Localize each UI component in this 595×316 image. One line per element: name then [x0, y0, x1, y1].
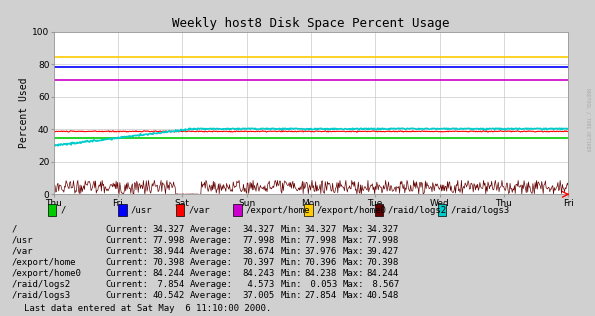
Text: 70.398: 70.398 — [152, 258, 184, 267]
Text: 8.567: 8.567 — [367, 280, 399, 289]
Text: Max:: Max: — [343, 225, 364, 234]
Text: /export/home: /export/home — [246, 206, 311, 215]
Text: /usr: /usr — [12, 236, 33, 245]
Text: 84.244: 84.244 — [152, 269, 184, 278]
Text: Min:: Min: — [280, 225, 302, 234]
Text: Average:: Average: — [190, 269, 233, 278]
Bar — [118, 204, 127, 216]
Text: Current:: Current: — [105, 225, 148, 234]
Text: 84.238: 84.238 — [305, 269, 337, 278]
Text: Current:: Current: — [105, 258, 148, 267]
Text: Current:: Current: — [105, 247, 148, 256]
Text: Min:: Min: — [280, 247, 302, 256]
Text: 39.427: 39.427 — [367, 247, 399, 256]
Text: /raid/logs3: /raid/logs3 — [12, 291, 71, 300]
Text: Max:: Max: — [343, 247, 364, 256]
Text: /raid/logs2: /raid/logs2 — [387, 206, 446, 215]
Text: 77.998: 77.998 — [305, 236, 337, 245]
Text: 34.327: 34.327 — [367, 225, 399, 234]
Bar — [233, 204, 242, 216]
Text: Current:: Current: — [105, 291, 148, 300]
Text: /export/home0: /export/home0 — [317, 206, 387, 215]
Text: 34.327: 34.327 — [152, 225, 184, 234]
Text: Max:: Max: — [343, 280, 364, 289]
Text: 70.398: 70.398 — [367, 258, 399, 267]
Text: 37.976: 37.976 — [305, 247, 337, 256]
Text: 37.005: 37.005 — [243, 291, 275, 300]
Text: Average:: Average: — [190, 225, 233, 234]
Text: /raid/logs3: /raid/logs3 — [450, 206, 509, 215]
Text: Min:: Min: — [280, 269, 302, 278]
Text: /: / — [12, 225, 17, 234]
Bar — [375, 204, 383, 216]
Text: Min:: Min: — [280, 258, 302, 267]
Text: /var: /var — [12, 247, 33, 256]
Text: 77.998: 77.998 — [243, 236, 275, 245]
Text: 27.854: 27.854 — [305, 291, 337, 300]
Text: Current:: Current: — [105, 236, 148, 245]
Bar — [48, 204, 56, 216]
Text: Max:: Max: — [343, 269, 364, 278]
Text: /usr: /usr — [131, 206, 152, 215]
Text: /var: /var — [189, 206, 210, 215]
Text: Average:: Average: — [190, 236, 233, 245]
Text: Max:: Max: — [343, 291, 364, 300]
Text: 34.327: 34.327 — [305, 225, 337, 234]
Text: /raid/logs2: /raid/logs2 — [12, 280, 71, 289]
Text: Min:: Min: — [280, 236, 302, 245]
Text: 38.674: 38.674 — [243, 247, 275, 256]
Text: 0.053: 0.053 — [305, 280, 337, 289]
Bar — [438, 204, 446, 216]
Text: 4.573: 4.573 — [243, 280, 275, 289]
Text: Current:: Current: — [105, 269, 148, 278]
Text: 70.396: 70.396 — [305, 258, 337, 267]
Text: /export/home: /export/home — [12, 258, 76, 267]
Text: Average:: Average: — [190, 247, 233, 256]
Bar — [176, 204, 184, 216]
Title: Weekly host8 Disk Space Percent Usage: Weekly host8 Disk Space Percent Usage — [172, 17, 450, 30]
Text: /: / — [60, 206, 65, 215]
Text: 34.327: 34.327 — [243, 225, 275, 234]
Text: /export/home0: /export/home0 — [12, 269, 82, 278]
Text: 77.998: 77.998 — [367, 236, 399, 245]
Text: Max:: Max: — [343, 258, 364, 267]
Text: Last data entered at Sat May  6 11:10:00 2000.: Last data entered at Sat May 6 11:10:00 … — [24, 304, 271, 313]
Text: Current:: Current: — [105, 280, 148, 289]
Text: 77.998: 77.998 — [152, 236, 184, 245]
Text: RRDTOOL / TOBI OETIKER: RRDTOOL / TOBI OETIKER — [586, 88, 591, 152]
Text: 40.542: 40.542 — [152, 291, 184, 300]
Y-axis label: Percent Used: Percent Used — [20, 78, 29, 148]
Text: Min:: Min: — [280, 291, 302, 300]
Text: Max:: Max: — [343, 236, 364, 245]
Bar — [304, 204, 312, 216]
Text: 7.854: 7.854 — [152, 280, 184, 289]
Text: 70.397: 70.397 — [243, 258, 275, 267]
Text: 40.548: 40.548 — [367, 291, 399, 300]
Text: Average:: Average: — [190, 280, 233, 289]
Text: Average:: Average: — [190, 291, 233, 300]
Text: 38.944: 38.944 — [152, 247, 184, 256]
Text: 84.243: 84.243 — [243, 269, 275, 278]
Text: 84.244: 84.244 — [367, 269, 399, 278]
Text: Average:: Average: — [190, 258, 233, 267]
Text: Min:: Min: — [280, 280, 302, 289]
